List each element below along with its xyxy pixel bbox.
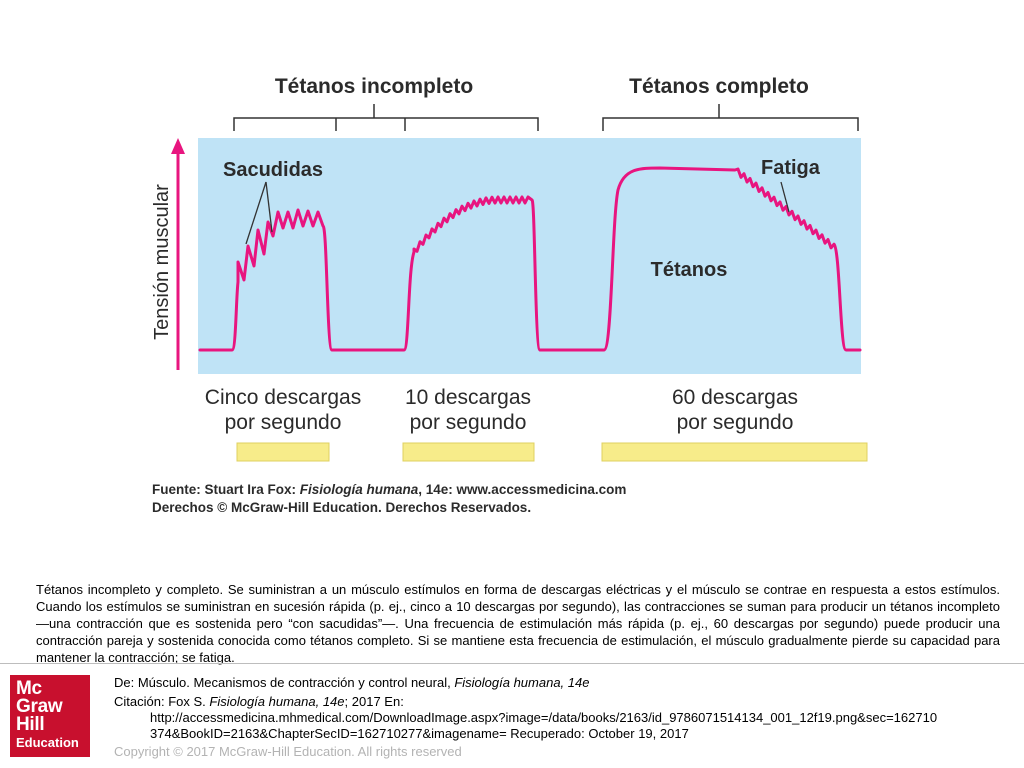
figure-source-line2: Derechos © McGraw-Hill Education. Derech… bbox=[152, 500, 531, 515]
figure-source-line1: Fuente: Stuart Ira Fox: Fisiología human… bbox=[152, 482, 626, 497]
label-incomplete-tetanus: Tétanos incompleto bbox=[275, 75, 473, 98]
footer-url-line2: 374&BookID=2163&ChapterSecID=162710277&i… bbox=[150, 726, 689, 741]
footer-divider bbox=[0, 663, 1024, 664]
logo-line-mc: Mc bbox=[16, 678, 42, 699]
logo-line-education: Education bbox=[16, 735, 79, 750]
stimulus-label-1-line2: por segundo bbox=[225, 411, 342, 434]
stimulus-label-2-line1: 10 descargas bbox=[405, 386, 531, 409]
bracket-incomplete bbox=[233, 104, 539, 131]
stimulus-bar-2 bbox=[402, 442, 535, 462]
figure-caption: Tétanos incompleto y completo. Se sumini… bbox=[36, 582, 1000, 665]
logo-line-hill: Hill bbox=[16, 714, 45, 735]
trace-sixty-per-second bbox=[598, 166, 862, 352]
y-axis-arrow bbox=[171, 138, 185, 370]
stimulus-label-2-line2: por segundo bbox=[410, 411, 527, 434]
tetanus-figure: Tétanos incompleto Tétanos completo Tens… bbox=[151, 75, 868, 515]
trace-ten-per-second bbox=[398, 195, 602, 352]
stimulus-label-1-line1: Cinco descargas bbox=[205, 386, 361, 409]
fatigue-pointer-line bbox=[780, 181, 790, 213]
logo-line-graw: Graw bbox=[16, 696, 63, 717]
footer-citation-line: Citación: Fox S. Fisiología humana, 14e;… bbox=[114, 694, 404, 709]
annotation-fatigue: Fatiga bbox=[761, 157, 821, 179]
footer-from: De: Músculo. Mecanismos de contracción y… bbox=[114, 675, 590, 690]
y-axis-label: Tensión muscular bbox=[151, 184, 173, 340]
mcgraw-hill-logo: Mc Graw Hill Education bbox=[10, 675, 90, 757]
stimulus-bar-1 bbox=[236, 442, 330, 462]
label-complete-tetanus: Tétanos completo bbox=[629, 75, 809, 98]
stimulus-bar-3 bbox=[601, 442, 868, 462]
twitches-pointer-lines bbox=[245, 181, 273, 245]
footer-citation: De: Músculo. Mecanismos de contracción y… bbox=[114, 675, 1014, 760]
footer-copyright: Copyright © 2017 McGraw-Hill Education. … bbox=[114, 744, 462, 759]
stimulus-label-3-line2: por segundo bbox=[677, 411, 794, 434]
tension-traces bbox=[198, 166, 862, 352]
bracket-complete bbox=[602, 104, 859, 131]
footer-url-line1[interactable]: http://accessmedicina.mhmedical.com/Down… bbox=[150, 710, 938, 725]
stimulus-label-3-line1: 60 descargas bbox=[672, 386, 798, 409]
annotation-tetanus: Tétanos bbox=[651, 259, 728, 281]
trace-five-per-second bbox=[198, 208, 402, 352]
annotation-twitches: Sacudidas bbox=[223, 159, 323, 181]
